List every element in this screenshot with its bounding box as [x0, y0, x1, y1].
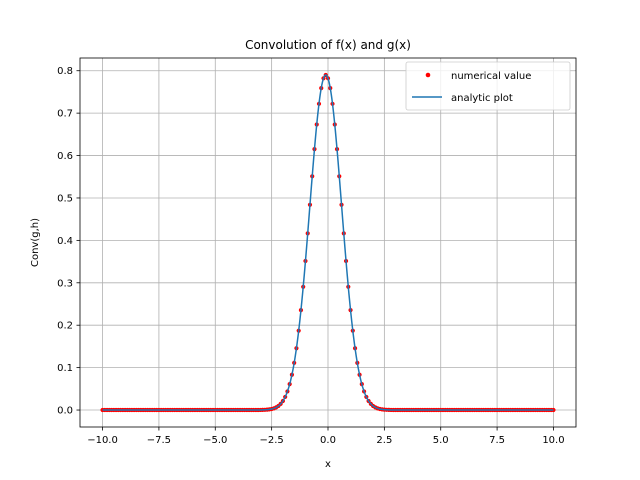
x-tick-label: −5.0: [203, 435, 227, 446]
x-tick-label: 10.0: [542, 435, 564, 446]
chart-title: Convolution of f(x) and g(x): [245, 38, 411, 52]
legend: numerical value analytic plot: [405, 61, 571, 111]
legend-scatter-marker: [425, 72, 431, 78]
y-tick-label: 0.3: [57, 278, 73, 289]
legend-box: [405, 61, 571, 111]
x-tick-label: 5.0: [433, 435, 449, 446]
x-axis-label: x: [325, 459, 331, 470]
y-tick-label: 0.1: [57, 363, 73, 374]
axis-ticks: −10.0 −7.5 −5.0 −2.5 0.0 2.5 5.0 7.5 10.0 0.0 0.1 0…: [57, 66, 564, 446]
y-tick-label: 0.0: [57, 406, 73, 417]
numerical-point: [551, 407, 556, 413]
y-tick-label: 0.2: [57, 321, 73, 332]
y-tick-label: 0.8: [57, 66, 73, 77]
x-tick-label: 2.5: [376, 435, 392, 446]
y-tick-label: 0.7: [57, 109, 73, 120]
y-tick-label: 0.5: [57, 193, 73, 204]
y-tick-label: 0.6: [57, 151, 73, 162]
y-axis-label: Conv(g,h): [30, 218, 41, 267]
legend-label-numerical: numerical value: [451, 71, 531, 82]
x-tick-label: 0.0: [320, 435, 336, 446]
plot-series: [100, 72, 556, 413]
x-tick-label: −10.0: [87, 435, 118, 446]
x-tick-label: 7.5: [489, 435, 505, 446]
y-tick-label: 0.4: [57, 236, 73, 247]
x-tick-label: −7.5: [147, 435, 171, 446]
x-tick-label: −2.5: [259, 435, 283, 446]
legend-label-analytic: analytic plot: [451, 93, 513, 104]
analytic-line: [102, 74, 554, 411]
